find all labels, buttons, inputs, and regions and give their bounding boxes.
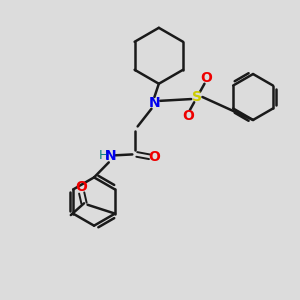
Text: N: N (104, 149, 116, 163)
Text: O: O (75, 180, 87, 194)
Text: O: O (200, 71, 212, 85)
Text: H: H (99, 149, 109, 162)
Text: N: N (148, 96, 160, 110)
Text: O: O (182, 109, 194, 123)
Text: S: S (192, 90, 202, 104)
Text: O: O (148, 150, 160, 164)
